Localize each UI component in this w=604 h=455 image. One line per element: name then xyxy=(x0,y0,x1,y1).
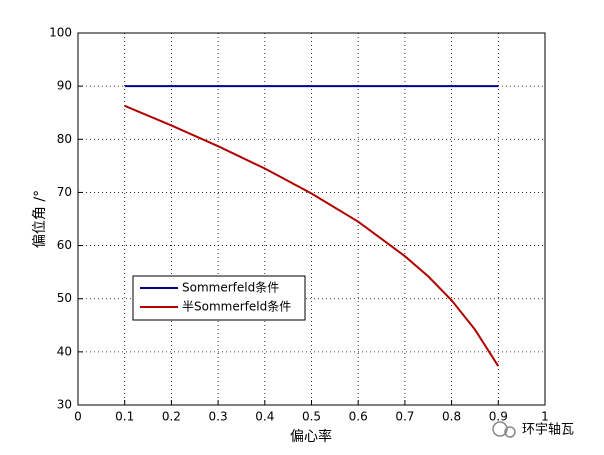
x-tick-label: 0 xyxy=(74,410,82,424)
line-series xyxy=(124,104,500,367)
watermark: 环宇轴瓦 xyxy=(522,423,574,438)
x-tick-label: 0.6 xyxy=(349,410,368,424)
y-tick-label: 40 xyxy=(57,344,72,358)
watermark-icon xyxy=(492,421,516,438)
y-tick-label: 30 xyxy=(57,398,72,412)
x-tick-label: 0.9 xyxy=(489,410,508,424)
x-axis-label: 偏心率 xyxy=(290,428,332,445)
y-tick-label: 100 xyxy=(49,26,72,40)
y-tick-label: 80 xyxy=(57,132,72,146)
x-tick-label: 0.4 xyxy=(255,410,274,424)
legend-label: Sommerfeld条件 xyxy=(182,281,279,295)
y-tick-label: 70 xyxy=(57,185,72,199)
plot-frame xyxy=(77,32,546,406)
legend-label: 半Sommerfeld条件 xyxy=(182,300,291,314)
x-tick-label: 0.2 xyxy=(162,410,181,424)
y-tick-label: 90 xyxy=(57,79,72,93)
x-tick-label: 0.1 xyxy=(115,410,134,424)
y-tick-label: 50 xyxy=(57,291,72,305)
y-axis-label: 偏位角 /° xyxy=(32,190,48,248)
x-tick-label: 1 xyxy=(541,410,549,424)
legend-box xyxy=(132,275,306,321)
x-tick-label: 0.8 xyxy=(442,410,461,424)
y-tick-label: 60 xyxy=(57,238,72,252)
x-tick-label: 0.7 xyxy=(395,410,414,424)
x-tick-label: 0.5 xyxy=(302,410,321,424)
x-tick-label: 0.3 xyxy=(209,410,228,424)
